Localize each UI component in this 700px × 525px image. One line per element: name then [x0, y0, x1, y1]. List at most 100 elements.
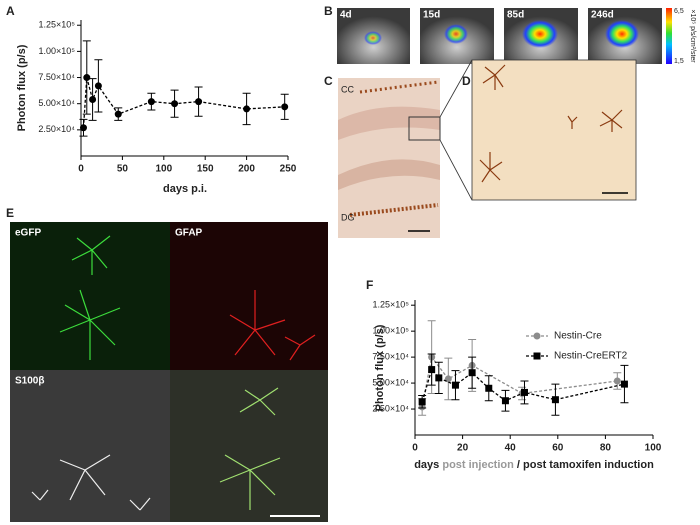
bli-label: 4d	[340, 10, 352, 21]
x-tick-label: 100	[155, 164, 172, 175]
region-label: CC	[341, 84, 354, 94]
panel-letter: F	[366, 278, 373, 292]
y-axis-label: Photon flux (p/s)	[16, 44, 28, 131]
marker	[418, 398, 426, 406]
marker	[551, 396, 559, 404]
bli-signal	[522, 20, 558, 48]
x-axis-label: days p.i.	[163, 183, 207, 195]
legend-label: Nestin-Cre	[554, 331, 602, 342]
bli-signal	[364, 31, 382, 45]
channel-label: S100β	[15, 376, 44, 387]
channel-label: eGFP	[15, 228, 41, 239]
x-tick-label: 100	[645, 443, 662, 454]
colorbar-min: 1,5	[674, 58, 684, 65]
histology-zoom	[471, 59, 637, 201]
y-tick-label: 2.50×10⁴	[38, 124, 75, 134]
channel-label: GFAP	[175, 228, 203, 239]
y-tick-label: 2.50×10⁴	[372, 403, 409, 413]
x-tick-label: 0	[78, 164, 84, 175]
histology-texture	[338, 159, 440, 190]
x-tick-label: 200	[238, 164, 255, 175]
panel-letter: C	[324, 74, 333, 88]
marker	[620, 380, 628, 388]
histology-texture	[338, 106, 440, 140]
zoom-box	[408, 116, 441, 141]
merge-image	[170, 370, 328, 522]
region-label: DG	[341, 212, 355, 222]
marker	[501, 397, 509, 405]
bli-signal	[444, 24, 468, 44]
histology: CC DG	[338, 59, 637, 238]
marker	[520, 388, 528, 396]
legend-marker	[533, 352, 541, 360]
x-tick-label: 20	[457, 443, 469, 454]
x-tick-label: 0	[412, 443, 418, 454]
marker	[428, 366, 436, 374]
marker	[83, 74, 91, 82]
gfap-cells	[229, 290, 316, 361]
merge-cells	[219, 387, 281, 510]
y-tick-label: 5.00×10⁴	[38, 98, 75, 108]
bli-label: 15d	[423, 10, 440, 21]
marker	[89, 96, 97, 104]
x-tick-label: 250	[280, 164, 297, 175]
y-tick-label: 7.50×10⁴	[38, 72, 75, 82]
fluorescence: eGFP GFAP S100β	[10, 222, 328, 522]
x-tick-label: 60	[552, 443, 564, 454]
histology-texture	[349, 203, 439, 217]
astrocytes	[479, 64, 623, 183]
marker	[195, 98, 203, 106]
marker	[485, 384, 493, 392]
series	[79, 40, 289, 137]
panel-letter: A	[6, 4, 15, 18]
marker	[114, 110, 122, 118]
marker	[171, 100, 179, 108]
marker	[613, 377, 621, 385]
x-axis-label: days post injection / post tamoxifen ind…	[414, 459, 654, 471]
colorbar-max: 6,5	[674, 8, 684, 15]
panel-letter: E	[6, 206, 14, 220]
gfap-image	[170, 222, 328, 370]
marker	[281, 103, 289, 111]
series	[418, 353, 629, 416]
bli-images: 4d 15d 85d 246d 6,5 1,5 ×10⁵ p/s/cm²/ste…	[337, 8, 696, 65]
legend-label: Nestin-CreERT2	[554, 351, 628, 362]
colorbar	[666, 8, 672, 64]
colorbar-unit: ×10⁵ p/s/cm²/ster	[689, 9, 696, 63]
x-label-part: post injection	[442, 459, 514, 471]
panel-letter: B	[324, 4, 333, 18]
y-tick-label: 5.00×10⁴	[372, 377, 409, 387]
y-tick-label: 1.00×10⁵	[38, 46, 75, 56]
x-tick-label: 80	[600, 443, 612, 454]
marker	[243, 105, 251, 113]
marker	[451, 381, 459, 389]
y-axis-label: Photon flux (p/s)	[374, 324, 386, 411]
series-line	[421, 355, 618, 408]
histology-texture	[359, 80, 439, 94]
x-label-part: days	[414, 459, 439, 471]
x-tick-label: 150	[197, 164, 214, 175]
marker	[94, 82, 102, 90]
x-label-part: / post tamoxifen induction	[517, 459, 654, 471]
marker	[147, 98, 155, 106]
y-tick-label: 1.25×10⁵	[38, 20, 75, 30]
s100-cells	[31, 454, 151, 511]
x-tick-label: 40	[505, 443, 517, 454]
bli-label: 246d	[591, 10, 614, 21]
marker	[468, 369, 476, 377]
y-tick-label: 1.00×10⁵	[372, 326, 409, 336]
panel-letter: D	[462, 74, 471, 88]
legend-marker	[533, 332, 541, 340]
series-line	[82, 77, 285, 128]
marker	[79, 124, 87, 132]
s100-image	[10, 370, 170, 522]
egfp-cells	[59, 235, 121, 360]
zoom-line	[439, 139, 473, 201]
bli-signal	[605, 20, 639, 48]
marker	[435, 374, 443, 382]
y-tick-label: 1.25×10⁵	[372, 300, 409, 310]
y-tick-label: 7.50×10⁴	[372, 351, 409, 361]
bli-label: 85d	[507, 10, 524, 21]
histology-image	[338, 78, 440, 238]
